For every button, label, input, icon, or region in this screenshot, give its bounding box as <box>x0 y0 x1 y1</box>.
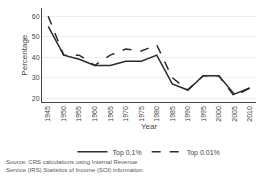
svg-text:1985: 1985 <box>169 106 176 122</box>
svg-text:1980: 1980 <box>153 106 160 122</box>
svg-text:20: 20 <box>32 95 40 102</box>
svg-text:2010: 2010 <box>246 106 253 122</box>
svg-text:1960: 1960 <box>91 106 98 122</box>
svg-text:1945: 1945 <box>44 106 51 122</box>
svg-text:1975: 1975 <box>138 106 145 122</box>
svg-text:60: 60 <box>32 13 40 20</box>
svg-text:Source: CRS calculations using: Source: CRS calculations using Internal … <box>6 159 145 173</box>
svg-text:Percentage: Percentage <box>21 34 30 75</box>
svg-text:Top 0.01%: Top 0.01% <box>187 149 220 157</box>
svg-text:2005: 2005 <box>231 106 238 122</box>
svg-text:2000: 2000 <box>215 106 222 122</box>
svg-text:40: 40 <box>32 54 40 61</box>
svg-text:1970: 1970 <box>122 106 129 122</box>
svg-text:1995: 1995 <box>200 106 207 122</box>
svg-text:1965: 1965 <box>107 106 114 122</box>
svg-text:Year: Year <box>141 122 158 131</box>
svg-text:1990: 1990 <box>184 106 191 122</box>
svg-text:Top 0.1%: Top 0.1% <box>113 149 142 157</box>
svg-text:1950: 1950 <box>60 106 67 122</box>
svg-text:30: 30 <box>32 74 40 81</box>
svg-text:1955: 1955 <box>75 106 82 122</box>
svg-text:50: 50 <box>32 33 40 40</box>
